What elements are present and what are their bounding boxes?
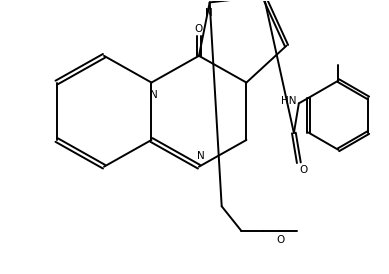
Text: N: N <box>197 151 205 161</box>
Text: O: O <box>299 165 308 175</box>
Text: O: O <box>195 24 203 34</box>
Text: O: O <box>276 235 284 244</box>
Text: N: N <box>150 90 158 100</box>
Text: HN: HN <box>281 96 296 106</box>
Text: N: N <box>205 8 213 18</box>
